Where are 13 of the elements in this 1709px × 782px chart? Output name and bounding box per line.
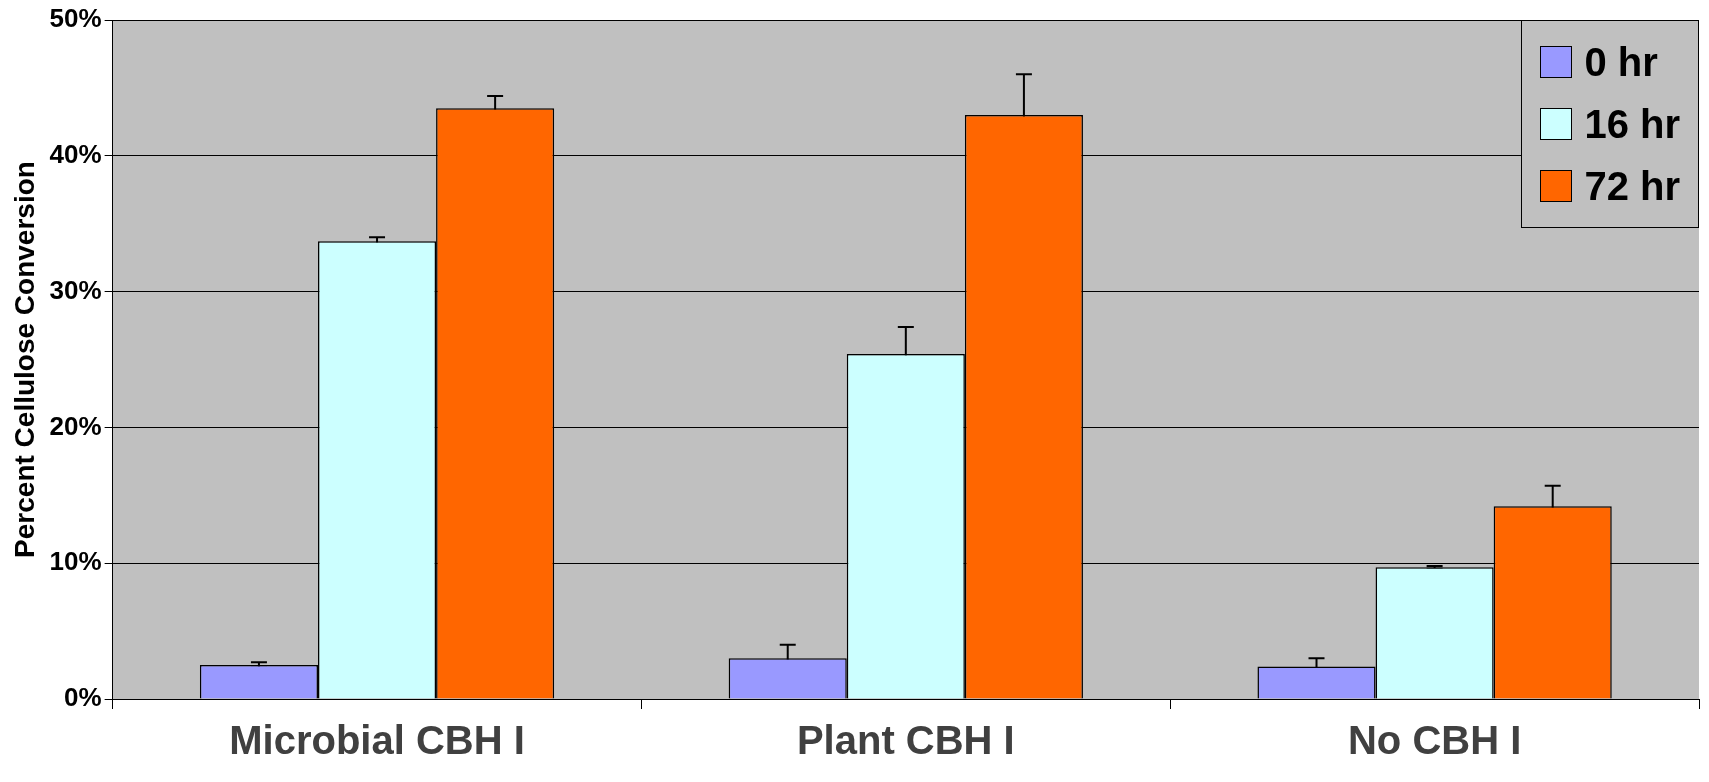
y-tick-label: 50% <box>49 3 102 34</box>
y-tick-label: 40% <box>49 138 102 169</box>
y-tick-label: 0% <box>64 682 102 713</box>
x-tick-label: Plant CBH I <box>796 718 1015 763</box>
y-axis-title: Percent Cellulose Conversion <box>8 161 40 558</box>
x-tick-label: No CBH I <box>1347 718 1522 763</box>
legend-label: 16 hr <box>1584 101 1680 147</box>
y-tick-label: 20% <box>49 410 102 441</box>
x-tick-label: Microbial CBH I <box>229 718 525 763</box>
y-tick-label: 30% <box>49 274 102 305</box>
legend-label: 0 hr <box>1584 39 1658 85</box>
legend-label: 72 hr <box>1584 163 1680 209</box>
y-tick-label: 10% <box>49 546 102 577</box>
